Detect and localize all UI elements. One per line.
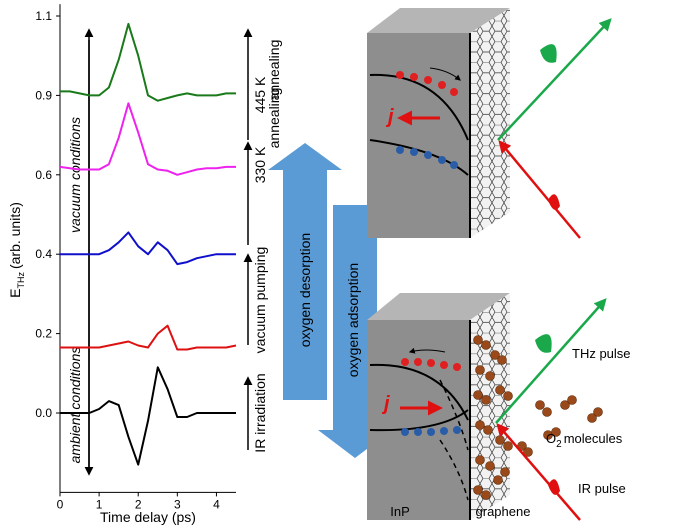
o2-sub: 2 [556,439,562,450]
desorption-label: oxygen desorption [297,233,313,347]
y-tick-label: 0.2 [35,327,52,341]
current-label: j [385,106,394,128]
x-tick-label: 4 [213,497,220,511]
y-axis-title: ETHz (arb. units) [7,202,26,298]
y-tick-label: 1.1 [35,9,52,23]
trace [60,231,236,266]
x-tick-label: 1 [96,497,103,511]
pumping-label: vacuum pumping [252,247,268,354]
anneal445-label: 445 K [252,76,268,113]
top-cube: j [367,8,612,239]
y-tick-label: 0.9 [35,88,52,102]
inp-label: InP [390,504,410,519]
o2-label: O2 molecules [546,431,623,450]
ir-pulse-label: IR pulse [578,481,626,496]
x-tick-label: 2 [135,497,142,511]
graphene-label: graphene [476,504,531,519]
trace [60,324,237,351]
x-tick-label: 3 [174,497,181,511]
vacuum-label: vacuum conditions [67,117,83,233]
desorption-arrow [268,143,342,400]
ir-stage-label: IR irradiation [252,373,268,452]
current-label: j [381,393,390,415]
anneal330-label: 330 K [252,146,268,183]
anneal445b-label: annealing [266,40,282,101]
y-tick-label: 0.0 [35,406,52,420]
ambient-label: ambient conditions [67,347,83,464]
o2-rest: molecules [564,431,623,446]
adsorption-label: oxygen adsorption [345,263,361,377]
y-title-sub: THz [16,272,26,289]
trace [60,22,236,102]
bottom-cube: j [367,293,607,521]
y-title-main: E [7,289,23,298]
x-tick-label: 0 [57,497,64,511]
y-tick-label: 0.4 [35,247,52,261]
o2-main: O [546,431,556,446]
y-title-rest: (arb. units) [7,202,23,269]
y-tick-label: 0.6 [35,168,52,182]
x-axis-title: Time delay (ps) [100,509,196,525]
thz-label: THz pulse [572,346,631,361]
anneal330b-label: annealing [266,88,282,149]
trace [60,366,236,466]
trace [59,102,236,176]
